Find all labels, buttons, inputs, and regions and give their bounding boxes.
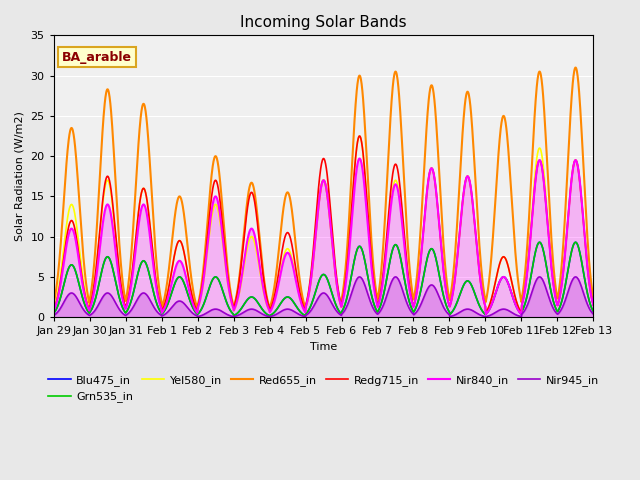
Yel580_in bbox=[482, 310, 490, 315]
Redg715_in bbox=[355, 133, 363, 139]
Blu475_in bbox=[230, 313, 237, 319]
Yel580_in bbox=[157, 302, 164, 308]
Redg715_in bbox=[478, 288, 486, 294]
Line: Nir945_in: Nir945_in bbox=[54, 277, 593, 316]
Blu475_in bbox=[157, 309, 164, 315]
Yel580_in bbox=[355, 133, 363, 139]
Nir945_in bbox=[355, 274, 363, 280]
Red655_in bbox=[589, 295, 597, 301]
Grn535_in bbox=[589, 309, 597, 314]
Blu475_in bbox=[526, 281, 534, 287]
Nir840_in bbox=[50, 308, 58, 313]
Yel580_in bbox=[50, 306, 58, 312]
Blu475_in bbox=[408, 305, 415, 311]
Redg715_in bbox=[589, 302, 597, 308]
Nir945_in bbox=[479, 313, 486, 319]
Redg715_in bbox=[230, 304, 238, 310]
Nir840_in bbox=[478, 288, 486, 294]
Redg715_in bbox=[482, 310, 490, 315]
Nir840_in bbox=[170, 272, 177, 277]
Legend: Blu475_in, Grn535_in, Yel580_in, Red655_in, Redg715_in, Nir840_in, Nir945_in: Blu475_in, Grn535_in, Yel580_in, Red655_… bbox=[44, 371, 603, 407]
Nir840_in bbox=[482, 311, 490, 317]
Nir945_in bbox=[408, 310, 416, 315]
Red655_in bbox=[157, 294, 164, 300]
Yel580_in bbox=[478, 288, 486, 294]
Yel580_in bbox=[589, 302, 597, 308]
Line: Grn535_in: Grn535_in bbox=[54, 242, 593, 316]
Line: Nir840_in: Nir840_in bbox=[54, 158, 593, 314]
Blu475_in bbox=[589, 309, 597, 314]
Nir945_in bbox=[157, 312, 164, 318]
Line: Red655_in: Red655_in bbox=[54, 68, 593, 308]
Redg715_in bbox=[157, 302, 164, 308]
Blu475_in bbox=[536, 240, 543, 245]
Red655_in bbox=[230, 302, 238, 308]
Nir945_in bbox=[194, 313, 202, 319]
Nir840_in bbox=[157, 304, 164, 310]
Grn535_in bbox=[478, 308, 486, 313]
Yel580_in bbox=[408, 297, 415, 303]
Nir840_in bbox=[526, 240, 534, 245]
Red655_in bbox=[526, 204, 534, 210]
Nir945_in bbox=[50, 312, 58, 318]
Nir945_in bbox=[230, 313, 238, 319]
Y-axis label: Solar Radiation (W/m2): Solar Radiation (W/m2) bbox=[15, 111, 25, 241]
Grn535_in bbox=[536, 240, 543, 245]
Red655_in bbox=[408, 283, 415, 289]
Red655_in bbox=[572, 65, 579, 71]
Grn535_in bbox=[230, 312, 238, 318]
Text: BA_arable: BA_arable bbox=[62, 51, 132, 64]
Red655_in bbox=[158, 305, 166, 311]
Nir840_in bbox=[230, 307, 238, 312]
Yel580_in bbox=[230, 308, 238, 313]
Yel580_in bbox=[526, 234, 534, 240]
Blu475_in bbox=[50, 311, 58, 316]
Redg715_in bbox=[170, 256, 177, 262]
Line: Yel580_in: Yel580_in bbox=[54, 136, 593, 312]
Yel580_in bbox=[170, 256, 177, 262]
Grn535_in bbox=[170, 284, 177, 289]
Nir945_in bbox=[589, 311, 597, 317]
Grn535_in bbox=[230, 313, 237, 319]
Grn535_in bbox=[157, 309, 164, 315]
Red655_in bbox=[478, 273, 486, 279]
Line: Blu475_in: Blu475_in bbox=[54, 242, 593, 316]
Blu475_in bbox=[478, 308, 486, 313]
Redg715_in bbox=[50, 307, 58, 313]
Red655_in bbox=[170, 219, 178, 225]
Nir945_in bbox=[526, 295, 534, 301]
Redg715_in bbox=[526, 240, 534, 245]
Nir840_in bbox=[408, 298, 415, 303]
Redg715_in bbox=[408, 295, 415, 300]
X-axis label: Time: Time bbox=[310, 342, 337, 352]
Nir840_in bbox=[355, 156, 363, 161]
Nir945_in bbox=[170, 302, 177, 308]
Grn535_in bbox=[526, 281, 534, 287]
Grn535_in bbox=[50, 311, 58, 316]
Blu475_in bbox=[170, 284, 177, 289]
Red655_in bbox=[50, 300, 58, 306]
Blu475_in bbox=[230, 312, 238, 318]
Grn535_in bbox=[408, 305, 415, 311]
Line: Redg715_in: Redg715_in bbox=[54, 136, 593, 312]
Nir840_in bbox=[589, 302, 597, 308]
Title: Incoming Solar Bands: Incoming Solar Bands bbox=[240, 15, 407, 30]
